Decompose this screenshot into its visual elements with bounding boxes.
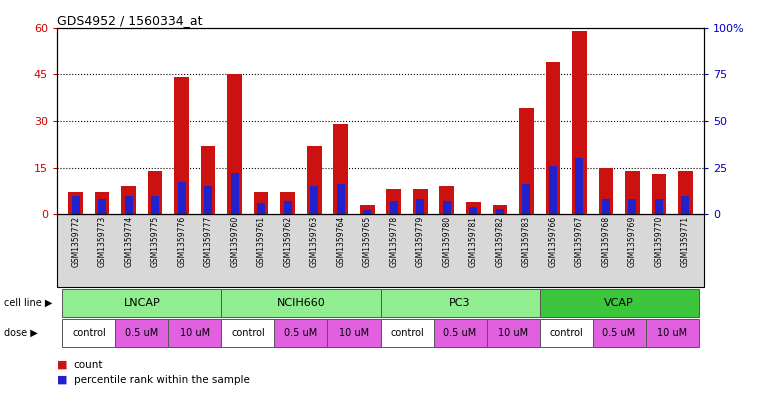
Bar bbox=[284, 201, 291, 214]
Text: LNCAP: LNCAP bbox=[123, 298, 161, 308]
Text: control: control bbox=[549, 328, 583, 338]
Bar bbox=[519, 108, 533, 214]
Bar bbox=[95, 193, 110, 214]
Text: 10 uM: 10 uM bbox=[180, 328, 210, 338]
Bar bbox=[174, 77, 189, 214]
Text: ■: ■ bbox=[57, 375, 68, 385]
Bar bbox=[413, 189, 428, 214]
Bar bbox=[496, 209, 504, 214]
Bar bbox=[121, 186, 136, 214]
Bar bbox=[280, 193, 295, 214]
Bar bbox=[68, 193, 83, 214]
Text: 0.5 uM: 0.5 uM bbox=[444, 328, 476, 338]
Bar bbox=[549, 165, 557, 214]
Text: 0.5 uM: 0.5 uM bbox=[285, 328, 317, 338]
Bar bbox=[681, 195, 689, 214]
Bar bbox=[390, 201, 398, 214]
Text: cell line ▶: cell line ▶ bbox=[4, 298, 53, 308]
Text: dose ▶: dose ▶ bbox=[4, 328, 37, 338]
Bar bbox=[602, 199, 610, 214]
Bar bbox=[440, 186, 454, 214]
Bar bbox=[655, 199, 663, 214]
Text: 10 uM: 10 uM bbox=[657, 328, 687, 338]
Text: control: control bbox=[231, 328, 265, 338]
Text: NCIH660: NCIH660 bbox=[276, 298, 326, 308]
Text: 0.5 uM: 0.5 uM bbox=[603, 328, 635, 338]
Text: percentile rank within the sample: percentile rank within the sample bbox=[74, 375, 250, 385]
Bar bbox=[178, 182, 186, 214]
Bar bbox=[125, 195, 132, 214]
Text: ■: ■ bbox=[57, 360, 68, 370]
Bar bbox=[470, 207, 477, 214]
Bar bbox=[363, 211, 371, 214]
Bar bbox=[575, 158, 583, 214]
Bar bbox=[333, 124, 348, 214]
Bar bbox=[387, 189, 401, 214]
Text: 10 uM: 10 uM bbox=[339, 328, 369, 338]
Bar bbox=[572, 31, 587, 214]
Text: VCAP: VCAP bbox=[604, 298, 634, 308]
Bar bbox=[72, 195, 80, 214]
Bar bbox=[651, 174, 666, 214]
Bar bbox=[416, 199, 424, 214]
Bar bbox=[307, 146, 321, 214]
Bar bbox=[629, 199, 636, 214]
Text: GDS4952 / 1560334_at: GDS4952 / 1560334_at bbox=[57, 14, 202, 27]
Text: 10 uM: 10 uM bbox=[498, 328, 528, 338]
Text: PC3: PC3 bbox=[449, 298, 471, 308]
Bar bbox=[254, 193, 269, 214]
Bar bbox=[148, 171, 162, 214]
Bar bbox=[546, 62, 560, 214]
Bar bbox=[599, 167, 613, 214]
Bar bbox=[231, 173, 239, 214]
Bar bbox=[522, 184, 530, 214]
Bar bbox=[201, 146, 215, 214]
Text: 0.5 uM: 0.5 uM bbox=[126, 328, 158, 338]
Bar bbox=[151, 195, 159, 214]
Bar bbox=[337, 184, 345, 214]
Text: control: control bbox=[390, 328, 424, 338]
Bar bbox=[492, 205, 507, 214]
Bar bbox=[98, 199, 106, 214]
Bar bbox=[678, 171, 693, 214]
Bar bbox=[466, 202, 481, 214]
Bar bbox=[204, 186, 212, 214]
Bar bbox=[360, 205, 374, 214]
Bar bbox=[310, 186, 318, 214]
Bar bbox=[257, 203, 265, 214]
Bar bbox=[443, 201, 451, 214]
Text: count: count bbox=[74, 360, 103, 370]
Text: control: control bbox=[72, 328, 106, 338]
Bar bbox=[228, 74, 242, 214]
Bar bbox=[625, 171, 640, 214]
